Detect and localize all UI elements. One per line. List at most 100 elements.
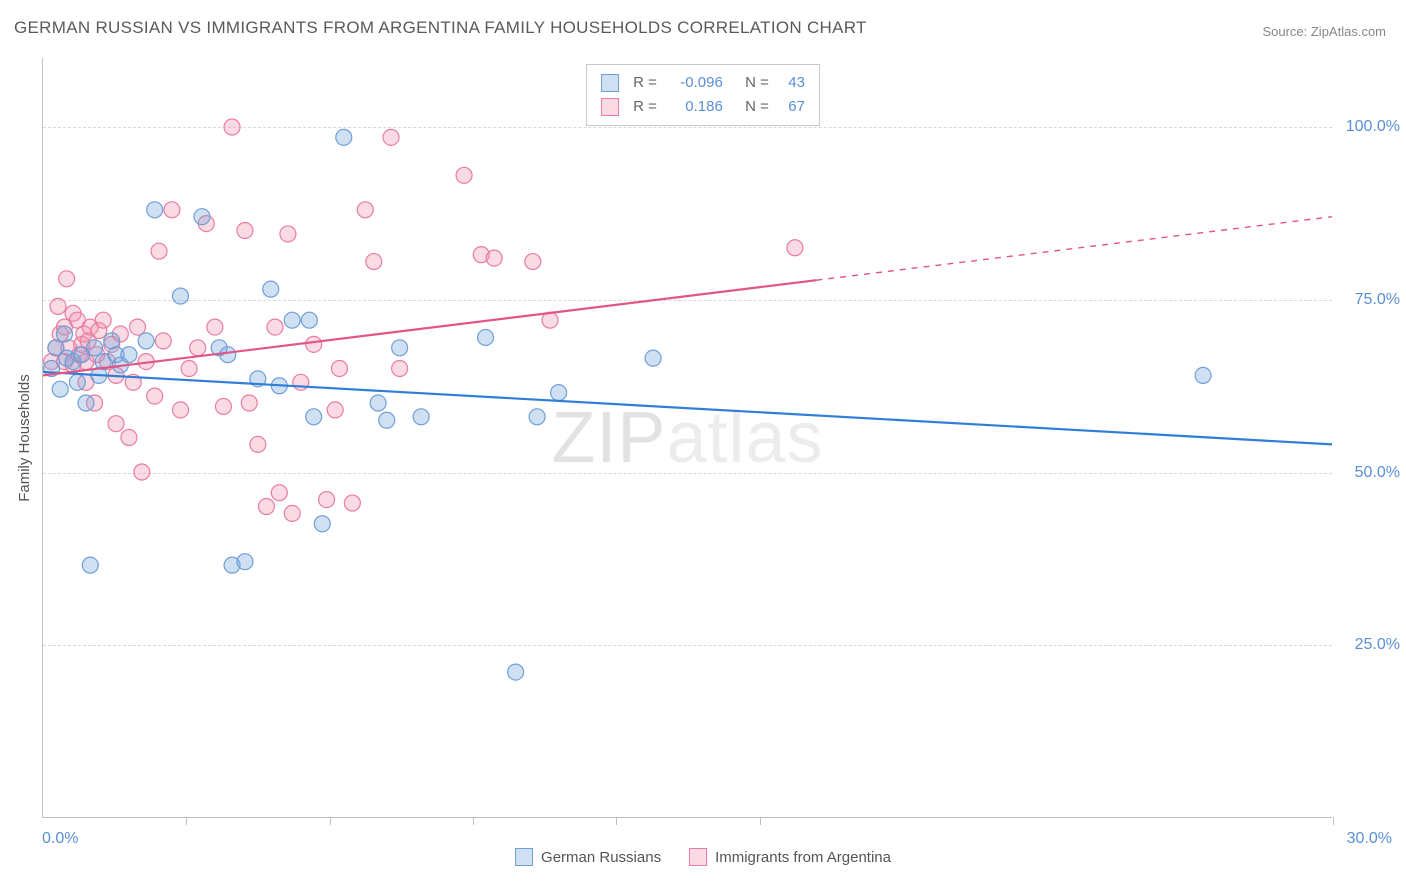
data-point-blue (1195, 367, 1211, 383)
data-point-pink (224, 119, 240, 135)
data-point-blue (306, 409, 322, 425)
stats-legend: R = -0.096 N = 43 R = 0.186 N = 67 (586, 64, 820, 126)
legend-label: Immigrants from Argentina (715, 849, 891, 866)
r-value-blue: -0.096 (665, 71, 723, 95)
data-point-blue (69, 374, 85, 390)
data-point-pink (392, 361, 408, 377)
data-point-pink (331, 361, 347, 377)
legend-item-blue: German Russians (515, 848, 661, 866)
data-point-pink (59, 271, 75, 287)
n-value-pink: 67 (777, 95, 805, 119)
data-point-pink (293, 374, 309, 390)
x-tick (616, 817, 617, 825)
data-point-blue (56, 326, 72, 342)
data-point-blue (508, 664, 524, 680)
data-point-blue (379, 412, 395, 428)
data-point-pink (258, 499, 274, 515)
n-label: N = (737, 95, 769, 119)
x-axis-max-label: 30.0% (1347, 830, 1392, 848)
source-attribution: Source: ZipAtlas.com (1262, 24, 1386, 39)
data-point-pink (190, 340, 206, 356)
data-point-pink (366, 254, 382, 270)
data-point-blue (529, 409, 545, 425)
data-point-pink (108, 416, 124, 432)
x-axis-min-label: 0.0% (42, 830, 78, 848)
data-point-pink (284, 505, 300, 521)
n-value-blue: 43 (777, 71, 805, 95)
y-tick-label: 75.0% (1340, 291, 1400, 309)
data-point-pink (134, 464, 150, 480)
data-point-pink (280, 226, 296, 242)
x-tick (760, 817, 761, 825)
data-point-blue (645, 350, 661, 366)
data-point-blue (336, 129, 352, 145)
data-point-pink (456, 167, 472, 183)
trendline-blue (43, 372, 1332, 444)
x-tick (186, 817, 187, 825)
stats-legend-row-pink: R = 0.186 N = 67 (601, 95, 805, 119)
swatch-pink (689, 848, 707, 866)
data-point-pink (172, 402, 188, 418)
n-label: N = (737, 71, 769, 95)
data-point-blue (147, 202, 163, 218)
y-tick-label: 100.0% (1340, 118, 1400, 136)
legend-item-pink: Immigrants from Argentina (689, 848, 891, 866)
data-point-pink (50, 298, 66, 314)
data-point-blue (194, 209, 210, 225)
legend-label: German Russians (541, 849, 661, 866)
data-point-blue (263, 281, 279, 297)
data-point-pink (327, 402, 343, 418)
data-point-blue (301, 312, 317, 328)
data-point-blue (82, 557, 98, 573)
data-point-pink (486, 250, 502, 266)
data-point-pink (306, 336, 322, 352)
trendline-pink-solid (43, 280, 816, 375)
data-point-pink (271, 485, 287, 501)
data-point-blue (121, 347, 137, 363)
x-tick (330, 817, 331, 825)
r-label: R = (633, 71, 657, 95)
data-point-pink (95, 312, 111, 328)
data-point-pink (267, 319, 283, 335)
chart-svg (43, 58, 1332, 817)
data-point-pink (151, 243, 167, 259)
y-axis-title: Family Households (16, 374, 33, 502)
data-point-blue (220, 347, 236, 363)
r-label: R = (633, 95, 657, 119)
plot-area: ZIPatlas 25.0%50.0%75.0%100.0% (42, 58, 1332, 818)
data-point-blue (138, 333, 154, 349)
data-point-pink (344, 495, 360, 511)
swatch-pink (601, 98, 619, 116)
data-point-blue (478, 329, 494, 345)
series-legend: German Russians Immigrants from Argentin… (515, 848, 891, 866)
data-point-blue (370, 395, 386, 411)
data-point-pink (319, 492, 335, 508)
r-value-pink: 0.186 (665, 95, 723, 119)
data-point-blue (284, 312, 300, 328)
chart-title: GERMAN RUSSIAN VS IMMIGRANTS FROM ARGENT… (14, 18, 867, 38)
x-tick (1333, 817, 1334, 825)
data-point-blue (413, 409, 429, 425)
data-point-pink (357, 202, 373, 218)
data-point-blue (551, 385, 567, 401)
data-point-pink (155, 333, 171, 349)
data-point-blue (78, 395, 94, 411)
data-point-pink (237, 223, 253, 239)
data-point-pink (130, 319, 146, 335)
data-point-pink (241, 395, 257, 411)
data-point-pink (181, 361, 197, 377)
data-point-blue (314, 516, 330, 532)
stats-legend-row-blue: R = -0.096 N = 43 (601, 71, 805, 95)
data-point-pink (383, 129, 399, 145)
data-point-pink (787, 240, 803, 256)
data-point-blue (392, 340, 408, 356)
data-point-blue (87, 340, 103, 356)
data-point-blue (52, 381, 68, 397)
data-point-blue (237, 554, 253, 570)
x-tick (473, 817, 474, 825)
data-point-pink (525, 254, 541, 270)
data-point-pink (147, 388, 163, 404)
trendline-pink-dashed (816, 217, 1332, 280)
data-point-pink (164, 202, 180, 218)
data-point-pink (121, 430, 137, 446)
